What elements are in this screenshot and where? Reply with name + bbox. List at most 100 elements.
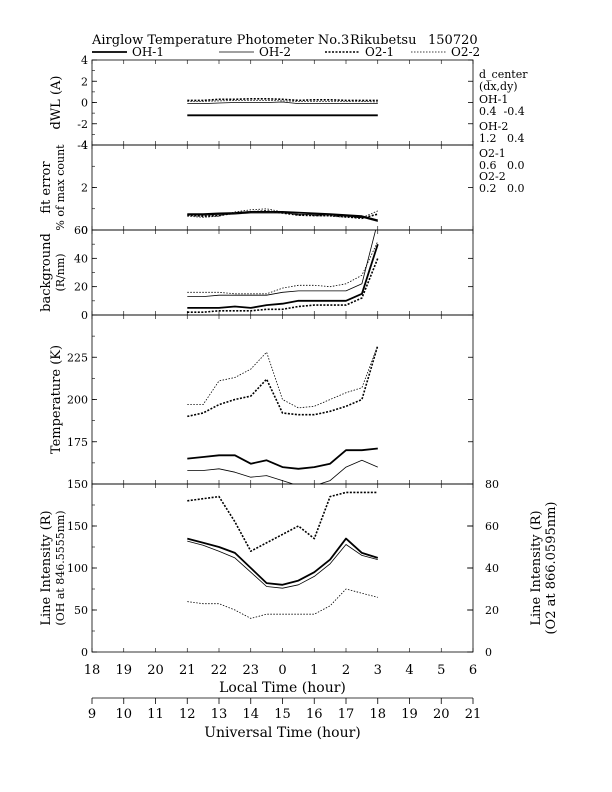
y-axis-label: Line Intensity (R)(OH at 846.5555nm): [39, 510, 67, 625]
series-line-oh-1: [187, 243, 379, 309]
legend-label-oh-2: OH-2: [259, 45, 291, 59]
series-line-oh-2: [187, 101, 378, 104]
x-tick-label-local: 20: [147, 663, 164, 678]
x-tick-label-universal: 12: [179, 707, 196, 722]
d-center-name: OH-1: [479, 93, 508, 106]
d-center-info: d_center(dx,dy)OH-10.4 -0.4 OH-21.2 0.4 O2…: [479, 68, 528, 195]
d-center-value: 1.2 0.4: [479, 132, 524, 145]
y-right-tick-label: 20: [485, 604, 499, 617]
panel-frame: [91, 483, 474, 653]
y-right-label: Line Intensity (R)(O2 at 866.0595nm): [529, 501, 559, 634]
x-tick-label-local: 0: [278, 663, 286, 678]
y-tick-label: 50: [74, 604, 88, 617]
panel-fit: 0 2 4 fit error% of max count: [39, 139, 474, 237]
d-center-name: OH-2: [479, 120, 508, 133]
panel-frame: [91, 314, 474, 485]
y-axis-label-line: Temperature (K): [49, 345, 64, 454]
y-tick-label: 60: [74, 224, 88, 237]
d-center-name: O2-1: [479, 147, 506, 160]
chart-title: Airglow Temperature Photometer No.3: [91, 33, 349, 48]
d-center-subtitle: (dx,dy): [479, 80, 518, 93]
x-tick-label-universal: 18: [369, 707, 386, 722]
x-tick-label-local: 23: [242, 663, 259, 678]
x-tick-label-universal: 15: [274, 707, 291, 722]
legend-label-o2-2: O2-2: [451, 45, 480, 59]
d-center-value: 0.2 0.0: [479, 182, 524, 195]
x-tick-label-universal: 14: [242, 707, 259, 722]
x-tick-label-local: 22: [211, 663, 228, 678]
x-tick-label-universal: 16: [306, 707, 323, 722]
y-axis-label: dWL (A): [49, 76, 64, 130]
y-tick-label: 0: [81, 646, 88, 659]
y-right-label-line: Line Intensity (R): [529, 510, 544, 625]
series-line-oh-2: [187, 540, 378, 589]
y-tick-label: -4: [77, 139, 88, 152]
panel-dwl: -4 -2 0 2 4 dWL (A): [49, 54, 474, 152]
series-line-o2-2: [187, 208, 378, 219]
legend-label-oh-1: OH-1: [132, 45, 164, 59]
y-tick-label: 20: [74, 281, 88, 294]
x-tick-label-local: 6: [469, 663, 477, 678]
series-line-o2-2: [187, 588, 378, 619]
series-line-o2-1: [187, 345, 379, 418]
y-tick-label: 2: [81, 182, 88, 195]
x-tick-label-local: 1: [310, 663, 318, 678]
panel-frame: [91, 59, 474, 146]
y-axis-label-line: background: [39, 233, 54, 312]
y-tick-label: 0: [81, 224, 88, 237]
y-axis-label-line: dWL (A): [49, 76, 64, 130]
x-axis-label-universal: Universal Time (hour): [204, 725, 361, 741]
d-center-value: 0.4 -0.4: [479, 105, 525, 118]
y-tick-label: 4: [81, 139, 88, 152]
d-center-value: 0.6 0.0: [479, 159, 524, 172]
y-axis-label-line: (R/nm): [54, 253, 67, 291]
x-tick-label-local: 4: [405, 663, 413, 678]
y-tick-label: 4: [81, 54, 88, 67]
x-tick-label-universal: 11: [147, 707, 164, 722]
y-tick-label: 40: [74, 252, 88, 265]
x-tick-label-universal: 20: [433, 707, 450, 722]
plot-panels: -4 -2 0 2 4 dWL (A) 0 2 4 fit error% of max count…: [39, 54, 559, 659]
x-tick-label-universal: 10: [115, 707, 132, 722]
y-right-tick-label: 40: [485, 562, 499, 575]
y-tick-label: 100: [67, 562, 88, 575]
legend: OH-1 OH-2 O2-1 O2-2: [92, 45, 480, 59]
y-axis-label-line: (OH at 846.5555nm): [54, 510, 67, 625]
y-tick-label: 0: [81, 97, 88, 110]
x-tick-label-universal: 21: [465, 707, 482, 722]
y-axis-label: fit error% of max count: [39, 144, 67, 231]
chart-header: Airglow Temperature Photometer No.3 Riku…: [91, 33, 478, 48]
series-line-o2-2: [187, 241, 379, 295]
y-axis-label-line: fit error: [39, 161, 54, 214]
legend-label-o2-1: O2-1: [365, 45, 394, 59]
x-tick-label-universal: 13: [211, 707, 228, 722]
y-axis-label-line: % of max count: [54, 144, 67, 231]
x-axis-label-local: Local Time (hour): [219, 680, 346, 696]
y-right-tick-label: 80: [485, 478, 499, 491]
x-tick-label-universal: 9: [88, 707, 96, 722]
chart-date: 150720: [428, 33, 478, 48]
series-line-oh-1: [187, 537, 379, 586]
series-line-oh-2: [187, 230, 377, 298]
y-right-tick-label: 0: [485, 646, 492, 659]
panel-frame: [91, 144, 474, 231]
x-tick-label-local: 3: [374, 663, 382, 678]
y-tick-label: 200: [67, 394, 88, 407]
y-tick-label: 2: [81, 75, 88, 88]
y-axis-label: Temperature (K): [49, 345, 64, 454]
y-tick-label: -2: [77, 118, 88, 131]
series-line-o2-1: [187, 258, 379, 314]
x-tick-label-universal: 17: [338, 707, 355, 722]
y-tick-label: 150: [67, 520, 88, 533]
x-tick-label-universal: 19: [401, 707, 418, 722]
series-line-oh-2: [187, 459, 378, 484]
y-axis-label-line: Line Intensity (R): [39, 510, 54, 625]
series-line-oh-1: [187, 447, 378, 470]
series-line-o2-1: [187, 491, 378, 553]
chart-site: Rikubetsu: [350, 33, 416, 48]
y-axis-label: background(R/nm): [39, 233, 67, 312]
y-tick-label: 175: [67, 436, 88, 449]
